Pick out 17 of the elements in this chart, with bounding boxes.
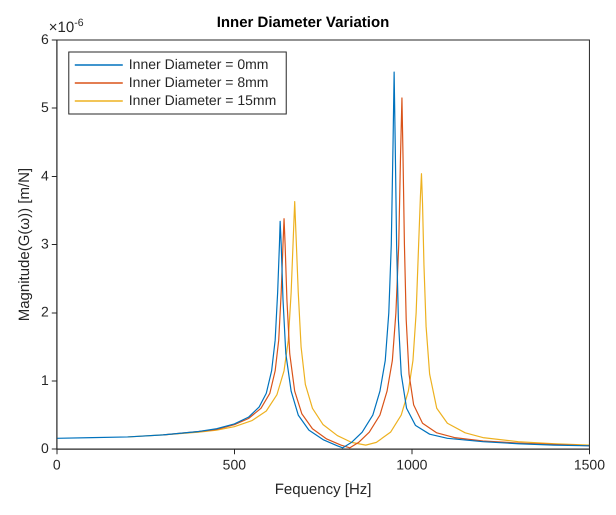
y-axis-title: Magnitude(G(ω)) [m/N] [16, 168, 34, 322]
x-tick-label: 1000 [396, 456, 428, 472]
y-tick-label: 2 [40, 304, 49, 320]
legend-label: Inner Diameter = 8mm [128, 74, 268, 90]
y-tick-label: 0 [40, 440, 49, 456]
legend-label: Inner Diameter = 15mm [128, 92, 276, 108]
y-tick-label: 5 [40, 99, 49, 116]
y-tick-label: 4 [40, 167, 49, 184]
legend-label: Inner Diameter = 0mm [128, 56, 268, 72]
x-tick-label: 500 [222, 456, 246, 472]
y-tick-label: 1 [40, 372, 49, 388]
chart-title: Inner Diameter Variation [216, 14, 390, 32]
x-tick-label: 1500 [574, 456, 606, 472]
x-axis-title: Fequency [Hz] [274, 481, 372, 498]
y-tick-label: 6 [40, 30, 49, 47]
y-tick-label: 3 [40, 235, 49, 252]
x-tick-label: 0 [52, 456, 61, 472]
